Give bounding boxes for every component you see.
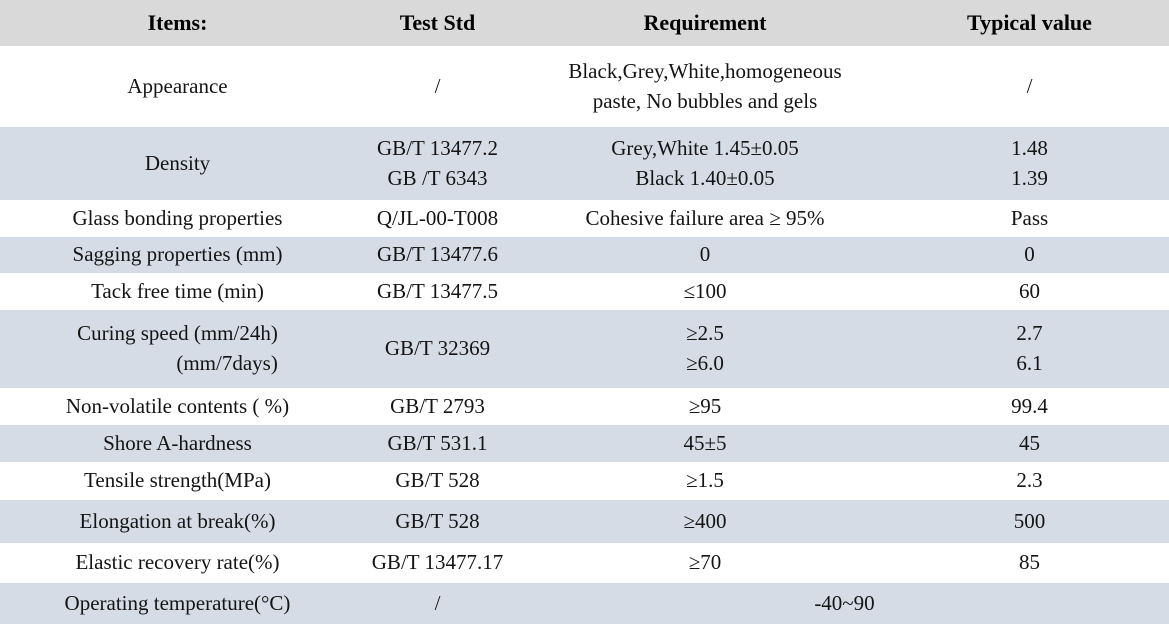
cell-test-std: GB/T 13477.2 GB /T 6343 — [377, 135, 498, 190]
cell-typical-value: 1.48 1.39 — [1011, 135, 1048, 190]
cell-requirement: Black,Grey,White,homogeneous paste, No b… — [568, 58, 842, 113]
cell-requirement: ≥2.5 ≥6.0 — [686, 321, 724, 375]
cell-requirement: Grey,White 1.45±0.05 Black 1.40±0.05 — [611, 135, 799, 190]
cell-typical-value: 2.7 6.1 — [1016, 321, 1043, 375]
cell-requirement: ≥1.5 — [686, 468, 724, 493]
cell-typical-value: 500 — [1013, 508, 1046, 533]
cell-item: Density — [144, 150, 211, 175]
table-row-glass-bonding: Glass bonding properties Q/JL-00-T008 Co… — [0, 200, 1169, 237]
table-row-appearance: Appearance / Black,Grey,White,homogeneou… — [0, 46, 1169, 127]
cell-test-std: / — [434, 73, 441, 98]
cell-requirement: 0 — [699, 242, 711, 267]
cell-item: Sagging properties (mm) — [72, 242, 283, 267]
cell-test-std: GB/T 528 — [395, 508, 480, 533]
table-row-shore-hardness: Shore A-hardness GB/T 531.1 45±5 45 — [0, 425, 1169, 462]
cell-item: Glass bonding properties — [72, 205, 283, 230]
cell-test-std: / — [434, 590, 441, 615]
table-row-curing-speed: Curing speed (mm/24h) (mm/7days) GB/T 32… — [0, 310, 1169, 388]
cell-test-std: GB/T 528 — [395, 468, 480, 493]
table-row-sagging: Sagging properties (mm) GB/T 13477.6 0 0 — [0, 237, 1169, 273]
cell-test-std: GB/T 32369 — [384, 336, 491, 361]
cell-typical-value: 99.4 — [1011, 393, 1048, 418]
cell-requirement: ≥400 — [683, 508, 727, 533]
header-test-std: Test Std — [399, 10, 476, 36]
table-row-elongation: Elongation at break(%) GB/T 528 ≥400 500 — [0, 500, 1169, 543]
cell-requirement: 45±5 — [683, 430, 727, 455]
cell-requirement: ≤100 — [683, 278, 727, 303]
cell-test-std: Q/JL-00-T008 — [376, 205, 499, 230]
cell-item: Operating temperature(°C) — [64, 590, 291, 615]
cell-typical-value: 60 — [1019, 278, 1040, 303]
cell-requirement: ≥95 — [688, 393, 722, 418]
table-header-row: Items: Test Std Requirement Typical valu… — [0, 0, 1169, 46]
cell-test-std: GB/T 531.1 — [387, 430, 488, 455]
cell-typical-value: Pass — [1010, 205, 1049, 230]
cell-item: Tensile strength(MPa) — [84, 468, 271, 493]
header-items: Items: — [147, 10, 208, 36]
table-row-elastic-recovery: Elastic recovery rate(%) GB/T 13477.17 ≥… — [0, 543, 1169, 583]
cell-typical-value: / — [1026, 73, 1033, 98]
table-row-operating-temperature: Operating temperature(°C) / -40~90 — [0, 583, 1169, 624]
table-row-tack-free-time: Tack free time (min) GB/T 13477.5 ≤100 6… — [0, 273, 1169, 310]
cell-item: Appearance — [127, 73, 228, 98]
cell-test-std: GB/T 13477.6 — [377, 242, 498, 267]
cell-item: Shore A-hardness — [103, 430, 252, 455]
cell-item: Curing speed (mm/24h) (mm/7days) — [77, 321, 278, 375]
table-row-non-volatile: Non-volatile contents ( %) GB/T 2793 ≥95… — [0, 388, 1169, 425]
header-typical-value: Typical value — [967, 10, 1092, 36]
cell-requirement-typical-merged: -40~90 — [814, 590, 875, 615]
cell-requirement: ≥70 — [688, 550, 722, 575]
cell-item: Non-volatile contents ( %) — [65, 393, 290, 418]
cell-requirement: Cohesive failure area ≥ 95% — [585, 205, 825, 230]
table-row-tensile-strength: Tensile strength(MPa) GB/T 528 ≥1.5 2.3 — [0, 462, 1169, 500]
header-requirement: Requirement — [643, 10, 767, 36]
cell-typical-value: 45 — [1019, 430, 1040, 455]
cell-item: Elongation at break(%) — [79, 508, 276, 533]
cell-item: Elastic recovery rate(%) — [75, 550, 280, 575]
cell-test-std: GB/T 13477.17 — [371, 550, 504, 575]
cell-test-std: GB/T 13477.5 — [377, 278, 498, 303]
cell-typical-value: 0 — [1024, 242, 1035, 267]
cell-test-std: GB/T 2793 — [390, 393, 485, 418]
cell-typical-value: 2.3 — [1016, 468, 1043, 493]
table-row-density: Density GB/T 13477.2 GB /T 6343 Grey,Whi… — [0, 127, 1169, 200]
cell-item: Tack free time (min) — [91, 278, 264, 303]
cell-typical-value: 85 — [1019, 550, 1040, 575]
